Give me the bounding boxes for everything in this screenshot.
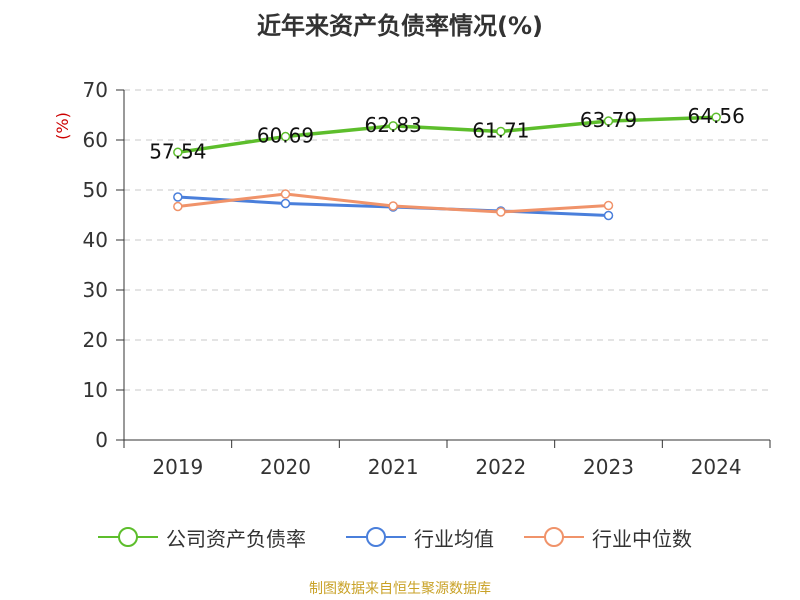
data-point-0-2024 (711, 112, 721, 122)
y-tick-label-40: 40 (83, 228, 108, 252)
data-label-2024: 64.56 (688, 104, 745, 128)
y-tick-label-30: 30 (83, 278, 108, 302)
legend-marker-industry-mean (346, 527, 406, 547)
x-tick-label-2023: 2023 (583, 455, 634, 479)
data-label-2019: 57.54 (149, 139, 206, 163)
legend-label-industry-mean: 行业均值 (414, 526, 494, 551)
legend-marker-company (98, 527, 158, 547)
legend-label-industry-median: 行业中位数 (592, 526, 692, 551)
data-point-2-2022 (496, 207, 506, 217)
x-tick-label-2021: 2021 (368, 455, 419, 479)
legend-item-company[interactable]: 公司资产负债率 (98, 520, 306, 554)
data-label-2021: 62.83 (365, 113, 422, 137)
legend-item-industry-mean[interactable]: 行业均值 (346, 520, 494, 554)
x-tick-label-2022: 2022 (475, 455, 526, 479)
series-line-0 (177, 115, 717, 155)
y-tick-label-0: 0 (95, 428, 108, 452)
x-tick-label-2024: 2024 (691, 455, 742, 479)
data-label-2020: 60.69 (257, 124, 314, 148)
data-point-0-2021 (388, 121, 398, 131)
data-point-1-2023 (603, 210, 614, 221)
data-point-0-2019 (173, 147, 183, 158)
data-point-1-2019 (173, 192, 183, 202)
legend: 公司资产负债率 行业均值 行业中位数 (0, 520, 800, 554)
y-tick-label-70: 70 (83, 78, 108, 102)
y-tick-label-50: 50 (83, 178, 108, 202)
data-label-2022: 61.71 (472, 118, 529, 142)
legend-item-industry-median[interactable]: 行业中位数 (524, 520, 692, 554)
data-point-2-2021 (388, 201, 398, 211)
data-point-0-2020 (280, 131, 291, 142)
data-point-1-2020 (280, 198, 291, 209)
x-tick-label-2019: 2019 (152, 455, 203, 479)
x-tick-label-2020: 2020 (260, 455, 311, 479)
data-label-2023: 63.79 (580, 108, 637, 132)
legend-label-company: 公司资产负债率 (166, 526, 306, 551)
data-point-2-2019 (173, 201, 183, 212)
y-tick-label-20: 20 (83, 328, 108, 352)
data-point-2-2023 (603, 200, 614, 211)
y-tick-label-60: 60 (83, 128, 108, 152)
data-point-2-2020 (280, 189, 291, 199)
data-point-0-2023 (603, 116, 614, 126)
y-tick-label-10: 10 (83, 378, 108, 402)
legend-marker-industry-median (524, 527, 584, 547)
source-note: 制图数据来自恒生聚源数据库 (309, 581, 491, 597)
y-axis-unit: (%) (53, 112, 72, 140)
data-point-0-2022 (496, 126, 506, 137)
chart-title: 近年来资产负债率情况(%) (257, 12, 543, 40)
